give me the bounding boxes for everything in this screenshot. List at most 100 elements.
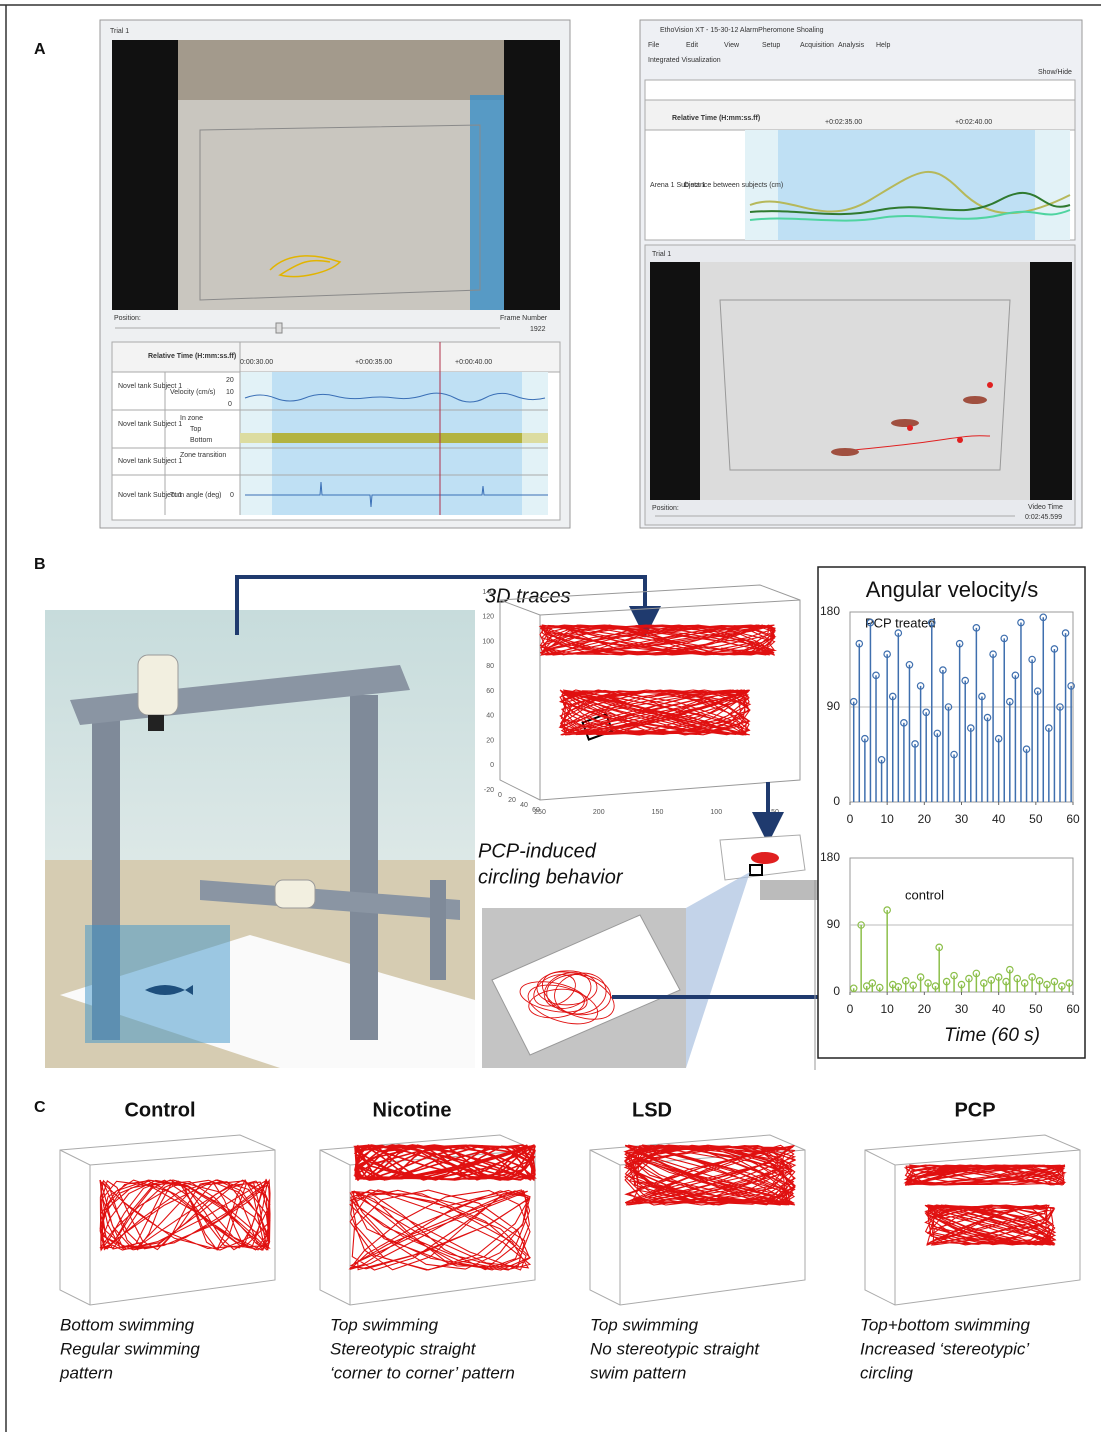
page: {"panels":{ "A":{"label":"A", "left":{"w… bbox=[0, 0, 1101, 1438]
slider-thumb[interactable] bbox=[276, 323, 282, 333]
x-tick-label: 100 bbox=[710, 809, 722, 816]
condition-note: Regular swimming bbox=[60, 1339, 200, 1358]
camera-lens bbox=[148, 715, 164, 731]
y-tick-label: 90 bbox=[827, 699, 841, 713]
time: +0:02:35.00 bbox=[825, 119, 862, 126]
x-tick-label: 50 bbox=[771, 809, 779, 816]
camera bbox=[138, 655, 178, 715]
point bbox=[957, 437, 963, 443]
time-header: Relative Time (H:mm:ss.ff) bbox=[148, 353, 236, 360]
trace bbox=[350, 1190, 530, 1270]
menu-item[interactable]: View bbox=[724, 42, 740, 49]
x-tick-label: 10 bbox=[880, 812, 894, 826]
figure: A Trial 1 Position: Frame Number 1922 Re… bbox=[0, 0, 1101, 1438]
x-tick-label: 20 bbox=[918, 1002, 932, 1016]
depth-tick-label: 20 bbox=[508, 797, 516, 804]
tank bbox=[85, 925, 230, 1043]
z-tick-label: 100 bbox=[482, 638, 494, 645]
y-tick-label: 180 bbox=[820, 604, 840, 618]
depth-tick-label: 40 bbox=[520, 802, 528, 809]
trace bbox=[925, 1205, 1055, 1245]
time: +0:00:40.00 bbox=[455, 359, 492, 366]
position: Position: bbox=[652, 505, 679, 512]
circling-text: circling behavior bbox=[478, 866, 624, 888]
subject: Novel tank Subject 1 bbox=[118, 421, 182, 428]
time: 0:00:30.00 bbox=[240, 359, 273, 366]
y-tick-label: 0 bbox=[833, 984, 840, 998]
velocity-xlabel: Time (60 s) bbox=[944, 1025, 1040, 1046]
zone: Top bbox=[190, 426, 201, 433]
z-tick-label: 0 bbox=[490, 762, 494, 769]
toolbar: Integrated Visualization bbox=[648, 57, 721, 64]
y-tick-label: 0 bbox=[833, 794, 840, 808]
box bbox=[60, 1135, 275, 1305]
velocity-title: Angular velocity/s bbox=[866, 577, 1038, 602]
condition-note: Stereotypic straight bbox=[330, 1339, 477, 1358]
x-tick-label: 40 bbox=[992, 812, 1006, 826]
post bbox=[430, 880, 446, 980]
measure: Velocity (cm/s) bbox=[170, 389, 216, 396]
small-inset bbox=[720, 835, 805, 880]
tank-image bbox=[700, 262, 1030, 500]
conditions: ControlBottom swimmingRegular swimmingpa… bbox=[59, 1099, 1080, 1382]
trace bbox=[751, 852, 779, 864]
menu-item[interactable]: Acquisition bbox=[800, 42, 834, 49]
video-time: 0:02:45.599 bbox=[1025, 514, 1062, 521]
menu-item[interactable]: Edit bbox=[686, 42, 698, 49]
trial: Trial 1 bbox=[652, 251, 671, 258]
condition-note: Increased ‘stereotypic’ bbox=[860, 1339, 1029, 1358]
point bbox=[987, 382, 993, 388]
x-tick-label: 20 bbox=[918, 812, 932, 826]
series-name: control bbox=[905, 887, 944, 902]
window-title: Trial 1 bbox=[110, 28, 129, 35]
measure: Zone transition bbox=[180, 452, 226, 459]
condition-note: Top+bottom swimming bbox=[860, 1315, 1030, 1334]
condition-note: Top swimming bbox=[590, 1315, 699, 1334]
menu-item[interactable]: Setup bbox=[762, 42, 780, 49]
position-label: Position: bbox=[114, 315, 141, 322]
measure: Distance between subjects (cm) bbox=[684, 182, 783, 189]
time-header: Relative Time (H:mm:ss.ff) bbox=[672, 115, 760, 122]
y-tick-label: 180 bbox=[820, 850, 840, 864]
frame-label: Frame Number bbox=[500, 315, 548, 322]
condition-note: circling bbox=[860, 1363, 913, 1382]
x-tick-label: 60 bbox=[1066, 812, 1080, 826]
condition-note: No stereotypic straight bbox=[590, 1339, 760, 1358]
x-tick-label: 40 bbox=[992, 1002, 1006, 1016]
tick: 0 bbox=[230, 492, 234, 499]
right-screenshot: EthoVision XT - 15-30-12 AlarmPheromone … bbox=[640, 20, 1082, 528]
camera bbox=[275, 880, 315, 908]
fish bbox=[891, 419, 919, 427]
trace bbox=[625, 1145, 795, 1205]
left-screenshot: Trial 1 Position: Frame Number 1922 Rela… bbox=[100, 20, 570, 528]
z-tick-label: 60 bbox=[486, 688, 494, 695]
time: +0:00:35.00 bbox=[355, 359, 392, 366]
plot-selection bbox=[778, 130, 1035, 240]
point bbox=[907, 425, 913, 431]
condition-title: Nicotine bbox=[373, 1099, 452, 1121]
x-tick-label: 30 bbox=[955, 812, 969, 826]
app-title: EthoVision XT - 15-30-12 AlarmPheromone … bbox=[660, 27, 824, 34]
trace bbox=[540, 625, 775, 655]
measure: In zone bbox=[180, 415, 203, 422]
z-tick-label: 80 bbox=[486, 663, 494, 670]
condition-note: Top swimming bbox=[330, 1315, 439, 1334]
depth-tick-label: 60 bbox=[532, 807, 540, 814]
fish bbox=[831, 448, 859, 456]
zone-band-selected bbox=[272, 433, 522, 443]
zone: Bottom bbox=[190, 437, 212, 444]
menu-item[interactable]: Help bbox=[876, 42, 891, 49]
show-hide[interactable]: Show/Hide bbox=[1038, 69, 1072, 76]
menu-item[interactable]: Analysis bbox=[838, 42, 865, 49]
frame-value: 1922 bbox=[530, 326, 546, 333]
video-time-label: Video Time bbox=[1028, 504, 1063, 511]
trace bbox=[560, 690, 750, 735]
z-tick-label: 20 bbox=[486, 737, 494, 744]
trace bbox=[100, 1180, 270, 1250]
plot-selection bbox=[272, 372, 522, 515]
menu-item[interactable]: File bbox=[648, 42, 659, 49]
series-name: PCP treated bbox=[865, 615, 936, 630]
panel-label: C bbox=[34, 1099, 46, 1116]
fish bbox=[963, 396, 987, 404]
